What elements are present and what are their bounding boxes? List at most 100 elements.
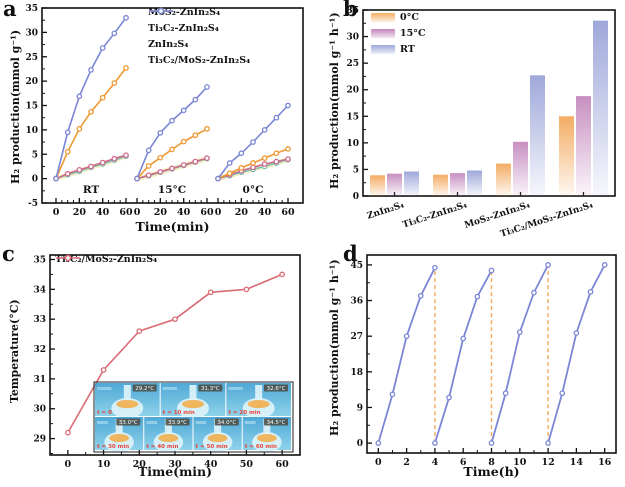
panel-b: 0 5 10 15 20 25 30 35 ZnIn₂S₄ Ti₃C₂-ZnIn₂S₄ MoS₂-Z… — [313, 0, 625, 243]
temp-label: 33.9°C — [168, 420, 187, 426]
data-marker — [215, 175, 221, 182]
data-marker — [243, 286, 250, 293]
data-marker — [285, 156, 291, 162]
legend-marker — [64, 254, 72, 262]
temp-chip — [132, 384, 157, 392]
legend-marker — [157, 7, 165, 15]
legend-item: Ti₃C₂-ZnIn₂S₄ — [148, 7, 250, 35]
legend-label: Ti₃C₂/MoS₂-ZnIn₂S₄ — [148, 55, 251, 66]
tick-label: 30 — [25, 28, 38, 38]
thermal-glow — [158, 434, 179, 443]
bar-RT-1 — [467, 170, 482, 196]
data-marker — [99, 45, 106, 51]
tick-label: 10 — [97, 459, 111, 470]
thermal-glow — [116, 400, 139, 409]
data-marker — [204, 126, 210, 132]
bar-0°C-3 — [559, 116, 574, 196]
tick-label: 34 — [33, 285, 46, 295]
thermal-glow — [207, 434, 228, 443]
data-marker — [417, 292, 424, 299]
group-label: 0°C — [243, 184, 264, 196]
category-label: ZnIn₂S₄ — [366, 200, 406, 221]
data-marker — [64, 170, 71, 177]
tick-label: 6 — [460, 457, 467, 468]
data-marker — [192, 96, 199, 103]
flask-neck — [123, 385, 131, 402]
bar-15°C-2 — [513, 141, 528, 196]
panel-d: 0 9 18 27 36 45 0 2 4 6 8 10 12 14 16 d H₂ production(… — [313, 243, 625, 487]
tick-label: 30 — [168, 459, 182, 470]
data-marker — [76, 126, 83, 132]
legend-label: ZnIn₂S₄ — [148, 39, 189, 50]
thermal-glow — [247, 400, 270, 409]
tick-label: 5 — [353, 165, 359, 175]
tick-label: 32 — [33, 345, 46, 355]
data-marker — [65, 429, 71, 436]
time-label: t = 20 min — [228, 410, 260, 416]
data-marker — [261, 127, 268, 133]
panel-d-ylabel: H₂ production(mmol g⁻¹ h⁻¹) — [328, 259, 341, 436]
data-marker — [226, 160, 233, 166]
data-marker — [273, 150, 280, 157]
data-marker — [123, 14, 129, 21]
data-marker — [157, 168, 164, 175]
temp-label: 32.6°C — [267, 386, 286, 392]
data-marker — [389, 391, 396, 398]
line-marker-icon — [149, 7, 173, 15]
tick-label: 35 — [33, 255, 46, 265]
data-marker — [88, 67, 94, 73]
thermal-streak — [146, 421, 158, 424]
data-marker — [169, 146, 175, 153]
legend-item: ZnIn₂S₄ — [148, 7, 250, 51]
tick-label: 40 — [204, 459, 218, 470]
flask-neck — [263, 419, 271, 436]
data-marker — [204, 84, 210, 90]
data-marker — [250, 139, 256, 145]
data-marker — [250, 160, 256, 166]
tick-label: 30 — [33, 405, 46, 415]
legend-item: Ti₃C₂/MoS₂-ZnIn₂S₄ — [148, 7, 251, 67]
data-marker — [204, 155, 210, 161]
tick-label: 60 — [276, 459, 290, 470]
data-marker — [238, 165, 245, 171]
data-marker — [516, 329, 523, 336]
legend-item: RT — [371, 43, 426, 56]
legend-swatch-0c — [371, 13, 395, 22]
data-marker — [88, 163, 94, 170]
temp-label: 34.5°C — [267, 420, 286, 426]
flask-neck — [214, 419, 222, 436]
tick-label: 20 — [346, 86, 359, 96]
data-marker — [474, 293, 481, 300]
cycle-line — [490, 263, 549, 445]
legend-label: Ti₃C₂-ZnIn₂S₄ — [148, 23, 219, 34]
bar-0°C-0 — [370, 175, 385, 196]
tick-label: 27 — [350, 332, 363, 342]
data-marker — [111, 30, 118, 37]
data-marker — [111, 80, 118, 86]
tick-label: 31 — [33, 375, 46, 385]
data-marker — [375, 440, 382, 446]
tick-label: 20 — [154, 207, 168, 218]
data-marker — [502, 390, 509, 397]
flask-neck — [164, 419, 172, 436]
data-marker — [136, 328, 143, 334]
data-marker — [111, 155, 118, 162]
tick-label: 0 — [32, 175, 38, 185]
panel-c: 29 30 31 32 33 34 35 0 10 20 30 40 50 60 29.2°C t = 0 31… — [0, 243, 312, 487]
temp-chip — [165, 418, 190, 426]
data-marker — [279, 271, 285, 278]
time-label: t = 40 min — [146, 444, 178, 450]
data-marker — [285, 146, 291, 152]
thermal-streak — [228, 387, 243, 390]
data-marker — [226, 170, 233, 177]
data-marker — [64, 148, 71, 155]
tick-label: 4 — [432, 457, 439, 468]
tick-label: 15 — [346, 112, 359, 122]
temp-chip — [214, 418, 239, 426]
bar-15°C-3 — [576, 96, 591, 196]
tick-label: 60 — [200, 207, 214, 218]
tick-label: 50 — [240, 459, 254, 470]
legend-item: 15°C — [371, 27, 426, 40]
tick-label: 33 — [33, 315, 46, 325]
panel-c-svg: 29 30 31 32 33 34 35 0 10 20 30 40 50 60 29.2°C t = 0 31… — [33, 254, 301, 470]
